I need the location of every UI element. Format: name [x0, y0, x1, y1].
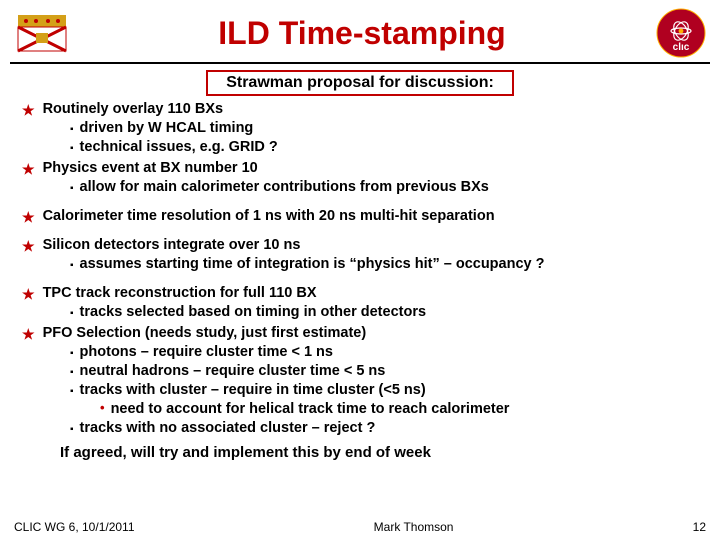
header: ILD Time-stamping clıc	[0, 8, 720, 58]
content-area: ★ Routinely overlay 110 BXs ▪ driven by W H…	[0, 100, 720, 438]
sub-bullet: ▪ technical issues, e.g. GRID ?	[70, 138, 704, 157]
star-icon: ★	[22, 237, 35, 255]
star-icon: ★	[22, 101, 35, 119]
sub-bullet: ▪ tracks with cluster – require in time c…	[70, 381, 704, 400]
footer: CLIC WG 6, 10/1/2011 Mark Thomson 12	[0, 520, 720, 534]
square-icon: ▪	[70, 307, 74, 322]
slide-title: ILD Time-stamping	[68, 15, 656, 52]
star-icon: ★	[22, 325, 35, 343]
page-number: 12	[693, 520, 706, 534]
sub-bullet-text: tracks with cluster – require in time cl…	[80, 381, 426, 400]
svg-text:clıc: clıc	[673, 42, 690, 53]
bullet-text: Calorimeter time resolution of 1 ns with…	[43, 207, 495, 226]
bullet-text: PFO Selection (needs study, just first e…	[43, 324, 367, 343]
square-icon: ▪	[70, 366, 74, 381]
clic-logo-icon: clıc	[656, 8, 706, 58]
square-icon: ▪	[70, 182, 74, 197]
square-icon: ▪	[70, 347, 74, 362]
cambridge-crest-icon	[16, 13, 68, 53]
star-icon: ★	[22, 160, 35, 178]
sub-sub-bullet-text: need to account for helical track time t…	[111, 400, 510, 419]
sub-bullet-text: driven by W HCAL timing	[80, 119, 254, 138]
bullet-item: ★ Routinely overlay 110 BXs	[22, 100, 704, 119]
square-icon: ▪	[70, 142, 74, 157]
square-icon: ▪	[70, 259, 74, 274]
sub-bullet-text: technical issues, e.g. GRID ?	[80, 138, 278, 157]
star-icon: ★	[22, 208, 35, 226]
square-icon: ▪	[70, 123, 74, 138]
sub-bullet-text: photons – require cluster time < 1 ns	[80, 343, 333, 362]
sub-bullet: ▪ photons – require cluster time < 1 ns	[70, 343, 704, 362]
sub-bullet-text: allow for main calorimeter contributions…	[80, 178, 489, 197]
sub-bullet: ▪ tracks selected based on timing in othe…	[70, 303, 704, 322]
sub-bullet: ▪ neutral hadrons – require cluster time …	[70, 362, 704, 381]
sub-bullet-text: tracks selected based on timing in other…	[80, 303, 427, 322]
star-icon: ★	[22, 285, 35, 303]
slide: ILD Time-stamping clıc Strawman proposal…	[0, 0, 720, 540]
square-icon: ▪	[70, 423, 74, 438]
bullet-item: ★ PFO Selection (needs study, just first …	[22, 324, 704, 343]
sub-sub-bullet: • need to account for helical track time …	[100, 400, 704, 419]
sub-bullet-text: neutral hadrons – require cluster time <…	[80, 362, 386, 381]
bullet-text: Routinely overlay 110 BXs	[43, 100, 224, 119]
sub-bullet: ▪ assumes starting time of integration is…	[70, 255, 704, 274]
bullet-item: ★ TPC track reconstruction for full 110 B…	[22, 284, 704, 303]
sub-bullet-text: tracks with no associated cluster – reje…	[80, 419, 376, 438]
sub-bullet-text: assumes starting time of integration is …	[80, 255, 545, 274]
header-divider	[10, 62, 710, 64]
bullet-text: Physics event at BX number 10	[43, 159, 258, 178]
sub-bullet: ▪ allow for main calorimeter contribution…	[70, 178, 704, 197]
closing-line: If agreed, will try and implement this b…	[0, 444, 720, 461]
bullet-item: ★ Silicon detectors integrate over 10 ns	[22, 236, 704, 255]
footer-center: Mark Thomson	[374, 520, 454, 534]
sub-bullet: ▪ driven by W HCAL timing	[70, 119, 704, 138]
bullet-text: TPC track reconstruction for full 110 BX	[43, 284, 317, 303]
square-icon: ▪	[70, 385, 74, 400]
strawman-box-wrap: Strawman proposal for discussion:	[0, 70, 720, 96]
bullet-text: Silicon detectors integrate over 10 ns	[43, 236, 301, 255]
sub-bullet: ▪ tracks with no associated cluster – rej…	[70, 419, 704, 438]
bullet-item: ★ Calorimeter time resolution of 1 ns wit…	[22, 207, 704, 226]
footer-left: CLIC WG 6, 10/1/2011	[14, 520, 135, 534]
strawman-box: Strawman proposal for discussion:	[206, 70, 514, 96]
dot-icon: •	[100, 400, 105, 419]
bullet-item: ★ Physics event at BX number 10	[22, 159, 704, 178]
